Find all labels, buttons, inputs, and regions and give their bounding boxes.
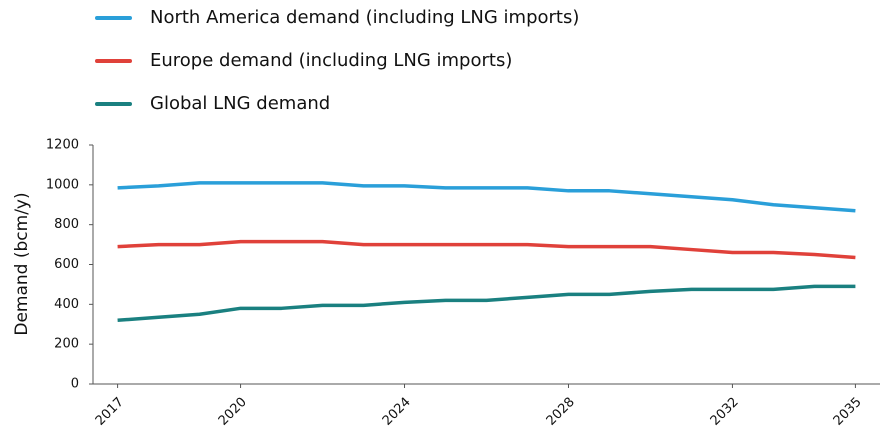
y-tick-label: 400 bbox=[54, 297, 79, 312]
y-tick-label: 600 bbox=[54, 257, 79, 272]
y-tick-label: 1200 bbox=[46, 138, 79, 153]
x-tick-label: 2028 bbox=[544, 395, 578, 429]
legend-text: Global LNG demand bbox=[150, 93, 330, 114]
series-line bbox=[117, 239, 856, 260]
y-tick-label: 200 bbox=[54, 337, 79, 352]
x-tick-label: 2032 bbox=[708, 395, 742, 429]
legend-text: North America demand (including LNG impo… bbox=[150, 7, 579, 28]
x-tick-label: 2035 bbox=[831, 395, 865, 429]
y-tick-label: 1000 bbox=[46, 177, 79, 192]
x-tick-label: 2024 bbox=[380, 395, 414, 429]
legend-text: Europe demand (including LNG imports) bbox=[150, 50, 512, 71]
y-tick-label: 800 bbox=[54, 217, 79, 232]
series-line bbox=[117, 181, 856, 213]
y-axis-title: Demand (bcm/y) bbox=[12, 192, 32, 335]
y-tick-label: 0 bbox=[71, 377, 79, 392]
x-tick-label: 2017 bbox=[93, 395, 127, 429]
series-line bbox=[117, 284, 856, 323]
x-tick-label: 2020 bbox=[216, 395, 250, 429]
